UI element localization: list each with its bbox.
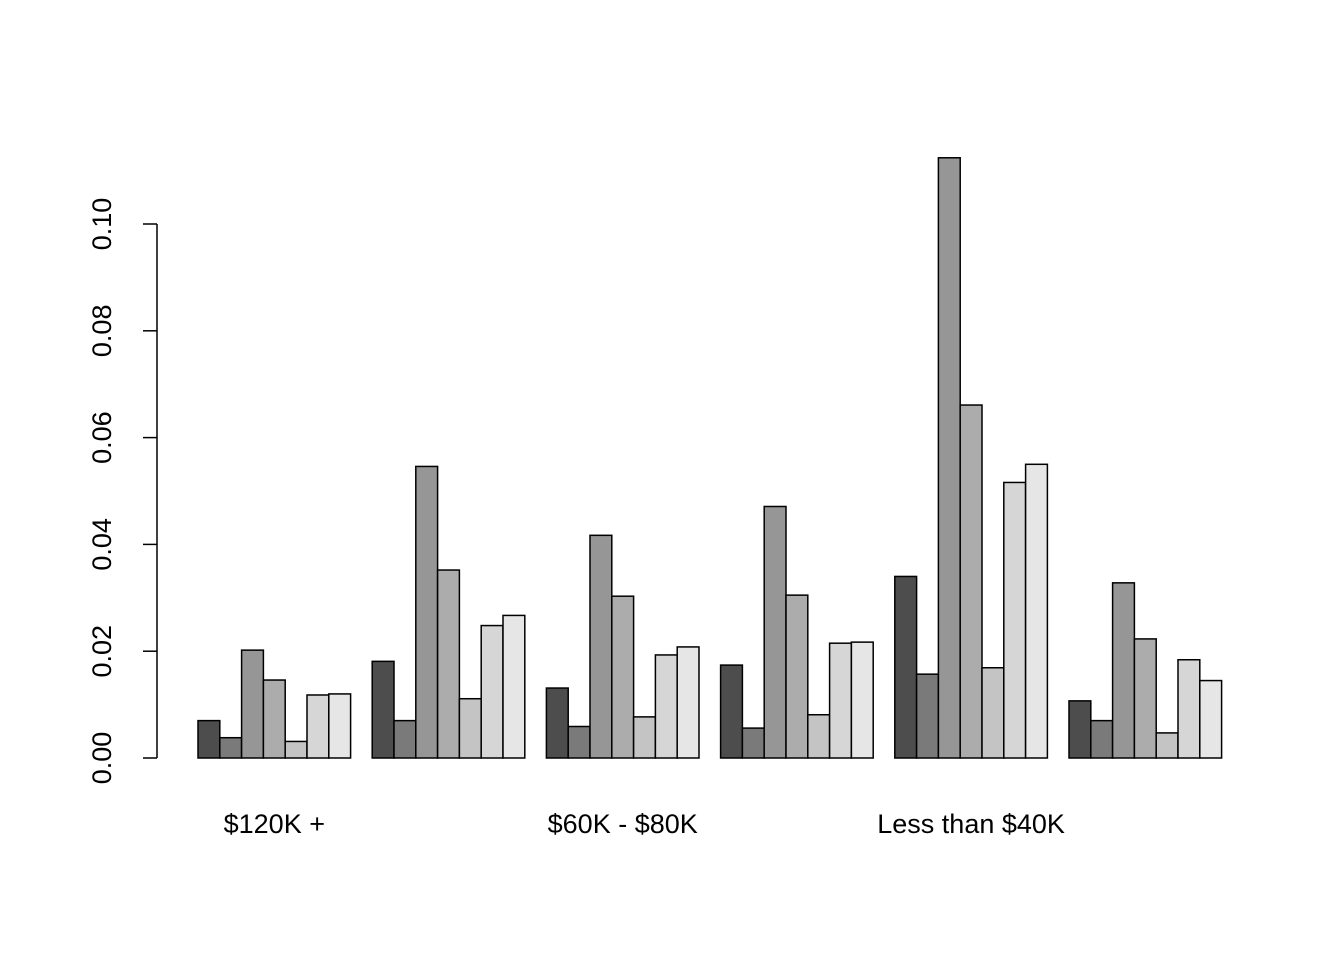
- x-axis-labels: $120K + $60K - $80K Less than $40K: [224, 809, 1065, 839]
- bar: [284, 740, 308, 759]
- bar-group: [894, 157, 1049, 759]
- bar-group: [371, 465, 526, 759]
- bar: [306, 694, 330, 759]
- bar: [632, 716, 657, 759]
- bar: [915, 673, 940, 759]
- bar: [1090, 719, 1114, 759]
- bar-group: [1068, 582, 1223, 759]
- x-category-label: $120K +: [224, 809, 325, 839]
- bar: [807, 713, 831, 759]
- bar: [611, 595, 635, 759]
- bar: [850, 641, 874, 759]
- bar: [545, 687, 569, 759]
- bar: [458, 697, 482, 759]
- bar: [676, 646, 700, 759]
- bar: [981, 667, 1005, 759]
- y-axis: 0.00 0.02 0.04 0.06 0.08 0.10: [87, 198, 158, 785]
- bar: [828, 642, 853, 759]
- bar: [589, 534, 613, 759]
- bar-group: [719, 505, 874, 759]
- bar: [240, 649, 265, 759]
- y-tick-label: 0.10: [87, 198, 117, 251]
- bar: [785, 594, 809, 759]
- y-tick-label: 0.08: [87, 305, 117, 358]
- bar: [937, 157, 961, 759]
- bar: [567, 725, 591, 759]
- bar: [894, 575, 918, 759]
- y-tick-label: 0.02: [87, 625, 117, 678]
- bar: [1111, 582, 1136, 759]
- bar: [763, 505, 787, 759]
- bar: [959, 404, 983, 759]
- bar-group: [545, 534, 700, 759]
- bar-group: [197, 649, 352, 759]
- bar: [1155, 732, 1179, 759]
- y-tick-label: 0.00: [87, 732, 117, 785]
- bar: [197, 719, 221, 759]
- bar: [415, 465, 439, 759]
- y-tick-label: 0.06: [87, 411, 117, 464]
- bar: [371, 660, 395, 759]
- bar: [262, 679, 286, 759]
- bar: [219, 736, 243, 759]
- bar: [436, 569, 461, 759]
- bar: [480, 624, 504, 759]
- bar: [502, 614, 526, 759]
- bar: [719, 664, 744, 759]
- bar: [328, 693, 352, 759]
- x-category-label: Less than $40K: [877, 809, 1065, 839]
- bar: [1068, 700, 1092, 759]
- bars-layer: [197, 157, 1223, 759]
- x-category-label: $60K - $80K: [548, 809, 698, 839]
- bar: [1133, 638, 1157, 759]
- bar: [1024, 463, 1049, 759]
- y-tick-label: 0.04: [87, 518, 117, 571]
- bar: [1199, 679, 1223, 759]
- bar: [393, 719, 417, 759]
- bar: [1003, 481, 1027, 759]
- bar: [741, 727, 765, 759]
- bar: [654, 654, 678, 759]
- bar: [1177, 658, 1201, 759]
